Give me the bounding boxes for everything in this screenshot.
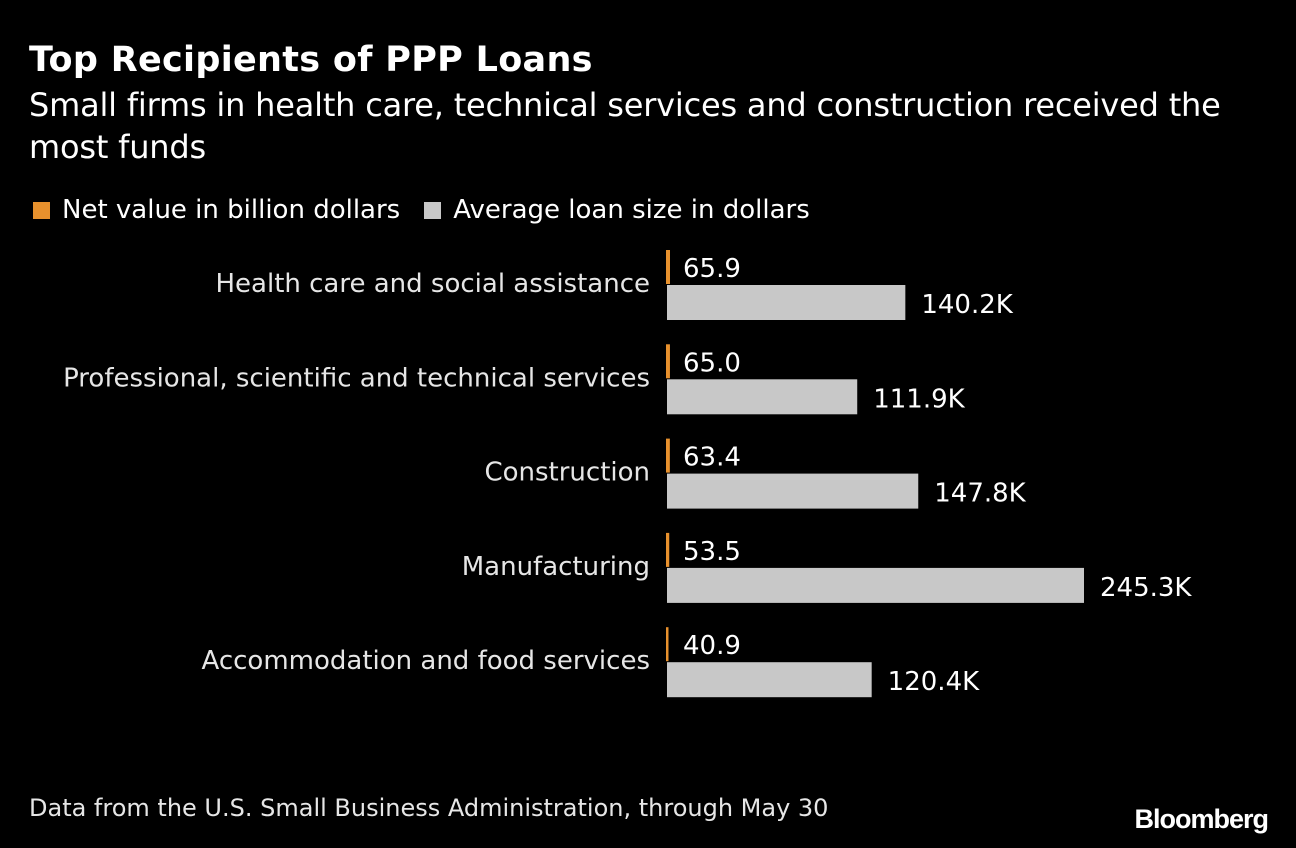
data-label-average-loan: 245.3K <box>1100 573 1192 603</box>
bar-net-value <box>666 532 670 567</box>
data-label-net-value: 40.9 <box>683 631 741 661</box>
legend: Net value in billion dollars Average loa… <box>33 193 834 227</box>
data-label-net-value: 63.4 <box>683 443 741 473</box>
legend-swatch-net-value <box>33 201 50 219</box>
data-label-net-value: 65.0 <box>683 348 741 378</box>
bar-average-loan <box>667 379 858 415</box>
chart-title: Top Recipients of PPP Loans <box>29 40 593 80</box>
data-label-average-loan: 147.8K <box>934 479 1026 509</box>
bar-net-value <box>666 627 669 662</box>
legend-label-net-value: Net value in billion dollars <box>62 195 401 225</box>
source-note: Data from the U.S. Small Business Admini… <box>29 794 829 822</box>
data-label-net-value: 53.5 <box>683 537 741 567</box>
data-label-average-loan: 120.4K <box>888 667 980 697</box>
bar-average-loan <box>667 285 906 320</box>
bar-average-loan <box>667 473 919 509</box>
bar-chart: Health care and social assistance 65.9 140… <box>63 250 1192 698</box>
legend-label-average-loan: Average loan size in dollars <box>453 195 810 225</box>
bar-net-value <box>666 438 670 473</box>
legend-swatch-average-loan <box>424 201 442 219</box>
legend-item-average-loan: Average loan size in dollars <box>424 195 810 225</box>
bar-net-value <box>666 344 670 379</box>
bar-net-value <box>666 250 670 284</box>
data-label-average-loan: 140.2K <box>921 290 1013 320</box>
category-label: Health care and social assistance <box>215 269 650 299</box>
bar-average-loan <box>667 662 872 698</box>
data-label-net-value: 65.9 <box>683 254 741 284</box>
data-label-average-loan: 111.9K <box>873 384 965 414</box>
bar-average-loan <box>667 567 1084 603</box>
category-label: Manufacturing <box>462 552 650 582</box>
category-label: Accommodation and food services <box>202 646 651 676</box>
category-label: Professional, scientific and technical s… <box>63 363 650 393</box>
legend-item-net-value: Net value in billion dollars <box>33 195 400 225</box>
chart-subtitle: Small firms in health care, technical se… <box>29 86 1221 166</box>
bloomberg-logo: Bloomberg <box>1134 804 1269 834</box>
category-label: Construction <box>484 458 650 488</box>
